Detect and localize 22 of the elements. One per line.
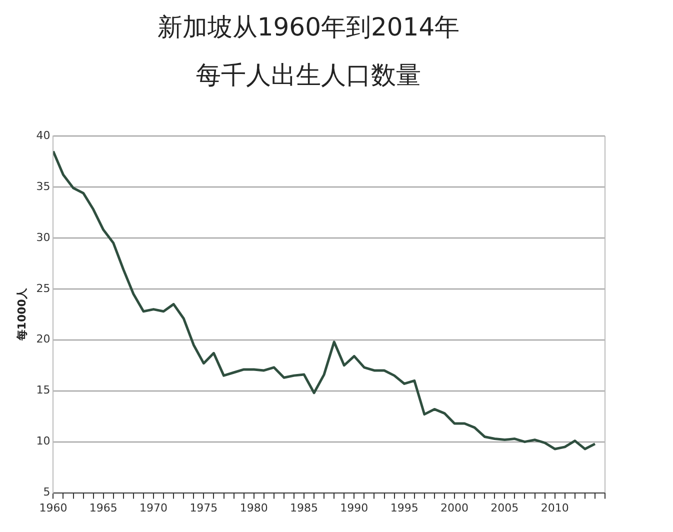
y-tick-label: 40 [36,128,50,142]
x-tick-label: 1970 [140,501,168,514]
y-tick-label: 5 [43,486,50,499]
x-tick-label: 1975 [190,501,218,514]
x-tick-label: 1960 [39,501,68,514]
x-tick-label: 2000 [440,501,469,514]
y-tick-label: 35 [36,180,50,193]
y-tick-label: 10 [36,434,50,448]
x-tick-label: 1995 [390,501,418,514]
x-tick-label: 1990 [340,501,368,514]
x-tick-label: 1980 [240,501,268,514]
x-tick-label: 1985 [290,501,318,514]
y-tick-label: 30 [36,230,50,244]
y-tick-label: 15 [36,384,50,397]
chart-title: 新加坡从1960年到2014年 [157,12,460,42]
y-axis-title: 每1000人 [15,287,28,342]
x-tick-label: 2010 [540,501,569,514]
chart-subtitle: 每千人出生人口数量 [196,60,421,90]
y-tick-label: 20 [36,332,50,346]
x-tick-label: 1965 [89,501,118,514]
x-tick-label: 2005 [490,501,519,514]
y-tick-label: 25 [36,282,50,295]
